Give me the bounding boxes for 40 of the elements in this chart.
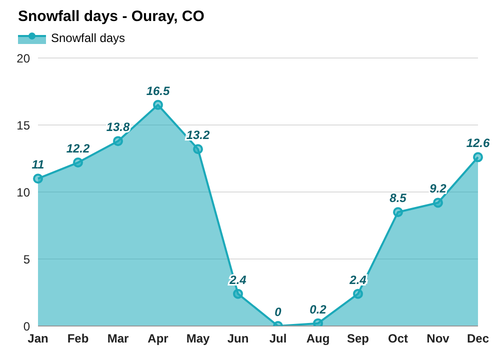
x-tick-label: Sep bbox=[346, 332, 370, 346]
data-label: 0 bbox=[274, 305, 282, 319]
y-tick-label: 20 bbox=[16, 51, 30, 66]
point bbox=[313, 318, 323, 326]
chart-title: Snowfall days - Ouray, CO bbox=[17, 7, 206, 27]
x-tick-label: Mar bbox=[107, 332, 129, 346]
x-tick-label: Nov bbox=[426, 332, 450, 346]
x-tick-label: Jul bbox=[269, 332, 287, 346]
data-label: 12.6 bbox=[466, 136, 490, 150]
point bbox=[193, 144, 203, 154]
point bbox=[473, 152, 483, 162]
data-label: 13.2 bbox=[186, 128, 210, 142]
point bbox=[73, 158, 83, 168]
x-tick-label: Jan bbox=[28, 332, 48, 346]
y-tick-label: 0 bbox=[23, 319, 30, 334]
y-tick-label: 10 bbox=[16, 185, 30, 200]
data-label: 13.8 bbox=[106, 120, 130, 134]
point bbox=[233, 288, 243, 299]
data-label: 0.2 bbox=[310, 302, 327, 316]
x-tick-label: Dec bbox=[466, 332, 490, 346]
x-tick-label: Oct bbox=[388, 332, 408, 346]
y-tick-label: 5 bbox=[23, 252, 30, 266]
x-tick-label: May bbox=[186, 332, 210, 346]
point bbox=[433, 198, 443, 208]
data-label: 12.2 bbox=[66, 142, 90, 156]
legend-label: Snowfall days bbox=[51, 31, 126, 45]
data-label: 16.5 bbox=[146, 84, 170, 98]
data-label: 11 bbox=[32, 158, 45, 172]
x-tick-label: Aug bbox=[306, 332, 330, 346]
x-tick-label: Jun bbox=[227, 332, 249, 346]
point bbox=[33, 174, 43, 184]
point bbox=[393, 207, 403, 218]
data-label: 9.2 bbox=[430, 182, 447, 196]
point bbox=[153, 100, 163, 110]
point bbox=[113, 136, 123, 146]
point bbox=[353, 288, 363, 299]
y-tick-label: 15 bbox=[16, 118, 30, 132]
x-tick-label: Feb bbox=[67, 332, 89, 346]
x-tick-label: Apr bbox=[148, 332, 169, 346]
data-label: 8.5 bbox=[390, 191, 407, 206]
